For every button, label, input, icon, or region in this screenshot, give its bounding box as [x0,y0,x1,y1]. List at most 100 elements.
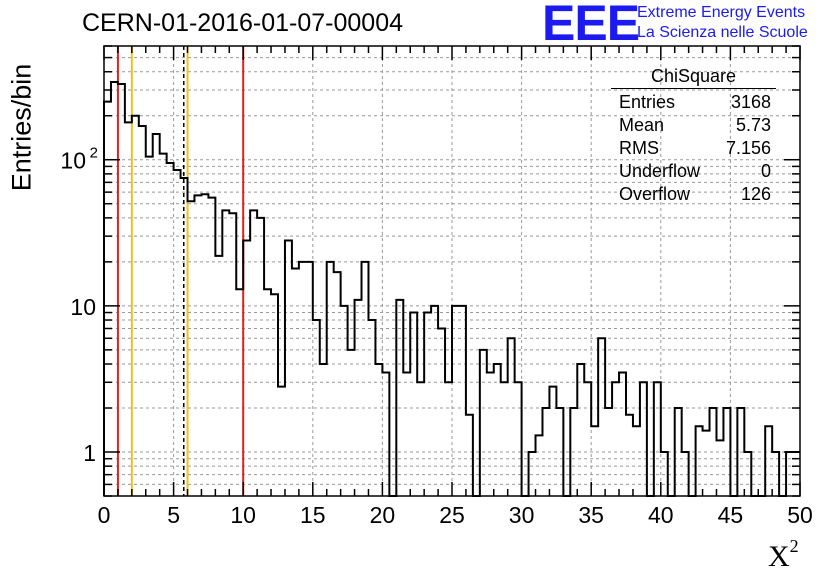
histogram-bin [703,431,710,496]
histogram-bin [285,241,292,496]
chart-title: CERN-01-2016-01-07-00004 [82,9,404,37]
y-axis-label-text: Entries/bin [6,63,37,192]
stats-row-overflow: Overflow 126 [611,184,776,207]
histogram-bin [598,338,605,496]
histogram-bin [549,387,556,496]
x-tick-label: 20 [370,502,396,528]
x-tick-label: 10 [230,502,256,528]
y-tick-label: 10 [60,148,86,174]
org-name-line2: La Scienza nelle Scuole [637,24,808,41]
x-tick-label: 45 [718,502,744,528]
histogram-bin [382,372,389,496]
eee-logo: EEE [542,0,640,51]
histogram-bin [341,306,348,496]
histogram-bin [215,256,222,496]
histogram-bin [174,170,181,496]
histogram-bin [201,194,208,496]
org-name-line1: Extreme Energy Events [637,4,806,21]
x-tick-label: 15 [300,502,326,528]
histogram-bin [362,262,369,496]
histogram-bin [619,372,626,496]
histogram-bin [459,306,466,496]
stats-label: Mean [619,115,665,135]
histogram-bin [104,102,111,496]
stats-row-entries: Entries 3168 [611,92,776,115]
stats-title: ChiSquare [611,66,776,89]
histogram-bin [410,313,417,496]
marker-lines [116,46,245,496]
histogram-bin [257,218,264,496]
histogram-bin [153,134,160,496]
x-axis-label-superscript: 2 [789,536,799,556]
stats-label: Entries [619,92,676,112]
histogram-bin [403,372,410,496]
histogram-bin [375,364,382,496]
x-axis-label: X2 [768,536,799,574]
histogram-bin [480,350,487,496]
histogram-bin [243,241,250,496]
stats-value: 0 [760,161,771,181]
histogram-bin [584,382,591,496]
histogram-bin [640,382,647,496]
histogram-bin [424,313,431,496]
histogram-bin [591,426,598,496]
histogram-bin [167,163,174,496]
histogram-bin [494,364,501,496]
histogram [103,81,800,497]
histogram-bin [417,382,424,496]
histogram-bin [320,364,327,496]
histogram-bin [327,262,334,496]
stats-label: Overflow [619,184,691,204]
y-tick-label: 10 [70,294,96,320]
histogram-bin [208,198,215,496]
x-tick-label: 40 [648,502,674,528]
histogram-bin [250,210,257,496]
histogram-bin [222,210,229,496]
histogram-bin [111,82,118,496]
x-axis-label-text: X [768,540,790,573]
histogram-bin [612,382,619,496]
histogram-bin [716,440,723,496]
histogram-bin [194,195,201,496]
histogram-bin [633,426,640,496]
y-tick-label-exponent: 2 [90,145,98,162]
histogram-bin [229,213,236,496]
x-tick-label: 0 [98,502,111,528]
histogram-bin [487,372,494,496]
x-tick-label: 50 [787,502,813,528]
stats-value: 3168 [730,92,771,112]
x-tick-label: 5 [167,502,180,528]
histogram-bin [278,387,285,496]
x-tick-label: 35 [578,502,604,528]
histogram-bin [125,122,132,496]
histogram-bin [306,262,313,496]
histogram-bin [508,338,515,496]
histogram-bin [452,306,459,496]
histogram-bin [626,415,633,496]
x-tick-label: 30 [509,502,535,528]
histogram-bin [445,382,452,496]
stats-label: RMS [619,138,659,158]
y-tick-label: 1 [83,440,96,466]
histogram-bin [696,426,703,496]
histogram-bin [654,382,661,496]
stats-value: 126 [740,184,771,204]
histogram-bin [431,306,438,496]
histogram-bin [438,329,445,496]
histogram-bin [466,415,473,496]
histogram-bin [299,262,306,496]
histogram-bin [515,382,522,496]
stats-label: Underflow [619,161,701,181]
histogram-bin [160,154,167,496]
stats-row-underflow: Underflow 0 [611,161,776,184]
stats-value: 7.156 [725,138,771,158]
x-axis: 0 5 10 15 20 25 30 35 40 45 50 [98,46,813,528]
stats-box: ChiSquare Entries 3168 Mean 5.73 RMS 7.156 … [611,66,776,207]
histogram-bin [146,157,153,496]
histogram-bin [577,364,584,496]
histogram-outline [103,81,800,497]
histogram-bin [348,350,355,496]
stats-row-mean: Mean 5.73 [611,115,776,138]
